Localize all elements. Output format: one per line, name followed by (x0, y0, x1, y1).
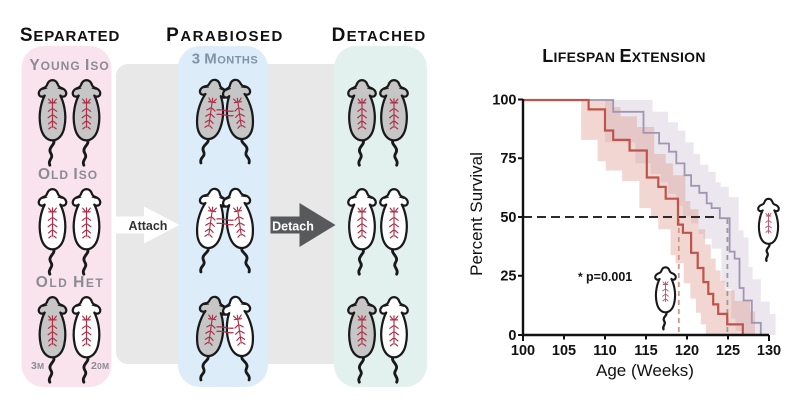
svg-text:110: 110 (593, 343, 616, 359)
svg-text:125: 125 (716, 343, 740, 359)
svg-text:Attach: Attach (129, 219, 168, 233)
svg-text:3M: 3M (31, 360, 44, 372)
svg-text:OLD ISO: OLD ISO (38, 166, 98, 183)
svg-text:75: 75 (500, 151, 516, 167)
svg-text:50: 50 (500, 210, 516, 226)
svg-text:105: 105 (552, 343, 576, 359)
svg-text:DETACHED: DETACHED (332, 25, 427, 46)
svg-text:Detach: Detach (272, 220, 314, 234)
svg-text:Age (Weeks): Age (Weeks) (596, 361, 694, 380)
svg-text:100: 100 (492, 93, 516, 109)
svg-text:PARABIOSED: PARABIOSED (166, 25, 284, 46)
svg-text:120: 120 (675, 343, 699, 359)
svg-text:LIFESPAN EXTENSION: LIFESPAN EXTENSION (542, 46, 706, 66)
svg-text:20M: 20M (91, 360, 109, 372)
svg-text:* p=0.001: * p=0.001 (578, 270, 632, 284)
svg-text:YOUNG ISO: YOUNG ISO (29, 57, 109, 74)
svg-text:100: 100 (511, 343, 535, 359)
svg-text:OLD HET: OLD HET (36, 274, 104, 291)
svg-text:130: 130 (757, 343, 781, 359)
svg-text:25: 25 (500, 269, 516, 285)
svg-text:SEPARATED: SEPARATED (20, 25, 120, 46)
svg-text:3 MONTHS: 3 MONTHS (192, 51, 258, 68)
svg-text:115: 115 (634, 343, 657, 359)
svg-text:Percent Survival: Percent Survival (467, 152, 486, 276)
svg-text:0: 0 (508, 328, 516, 344)
